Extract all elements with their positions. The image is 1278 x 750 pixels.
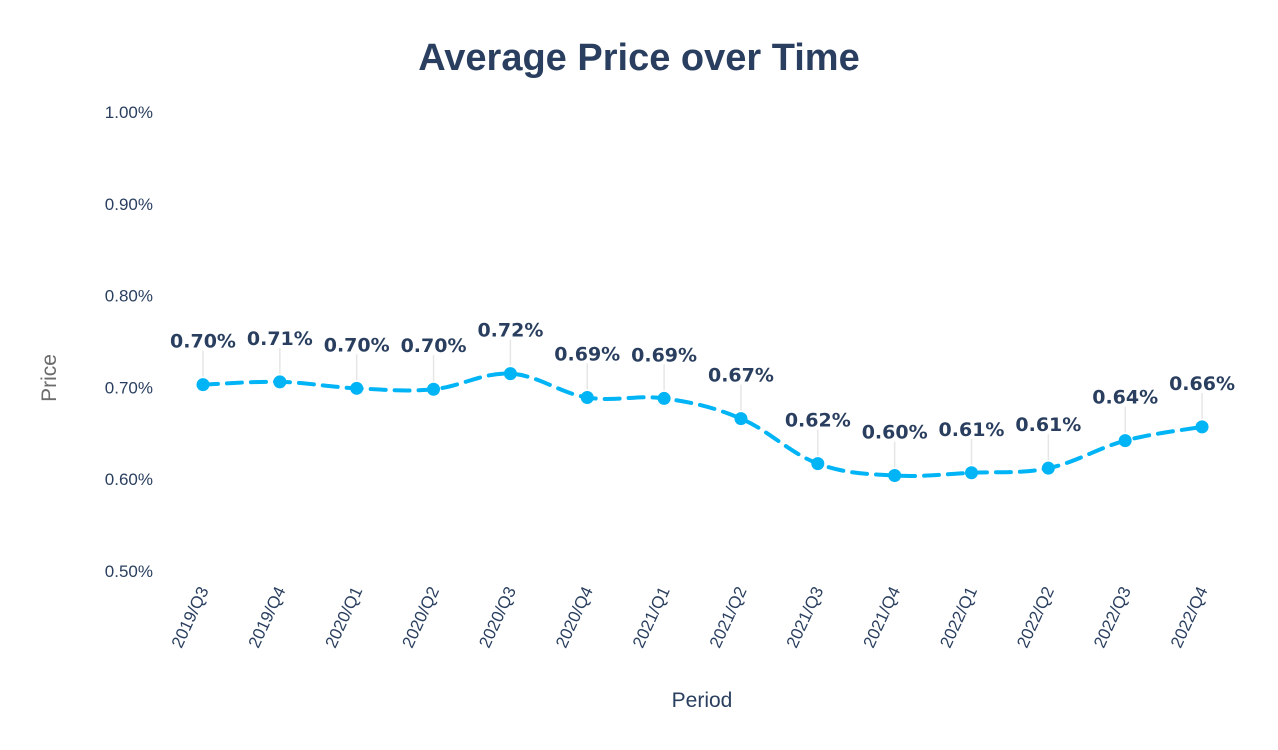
x-tick-label: 2020/Q3: [475, 584, 520, 651]
y-tick-label: 0.50%: [105, 562, 153, 581]
data-label: 0.61%: [1015, 414, 1081, 436]
data-point: [1118, 434, 1132, 448]
data-point: [580, 390, 594, 404]
x-tick-label: 2021/Q3: [783, 584, 828, 651]
data-label: 0.67%: [708, 365, 774, 387]
data-point: [1041, 461, 1055, 475]
data-label: 0.60%: [862, 422, 928, 444]
data-point: [503, 367, 517, 381]
x-tick-label: 2021/Q4: [859, 584, 904, 651]
data-label: 0.69%: [631, 344, 697, 366]
data-label: 0.72%: [477, 320, 543, 342]
data-point: [273, 375, 287, 389]
x-tick-label: 2019/Q3: [168, 584, 213, 651]
data-point: [811, 457, 825, 471]
x-tick-label: 2020/Q1: [322, 584, 367, 651]
label-leader-lines: [202, 339, 1203, 468]
x-tick-label: 2020/Q4: [552, 584, 597, 651]
y-tick-label: 1.00%: [105, 103, 153, 122]
data-points: [196, 367, 1209, 483]
data-point: [965, 466, 978, 480]
data-label: 0.69%: [554, 343, 620, 365]
data-point: [196, 378, 210, 392]
data-label: 0.71%: [247, 328, 313, 350]
data-label: 0.66%: [1169, 373, 1235, 395]
y-axis-title: Price: [38, 354, 61, 402]
chart-title: Average Price over Time: [418, 37, 859, 79]
x-tick-label: 2021/Q2: [706, 584, 751, 651]
data-point: [350, 381, 364, 395]
data-label: 0.64%: [1092, 387, 1158, 409]
data-labels: 0.70% 0.71% 0.70% 0.70% 0.72% 0.69% 0.69% 0.67%…: [170, 320, 1235, 444]
data-point: [427, 382, 441, 396]
y-tick-label: 0.70%: [105, 378, 153, 397]
y-tick-label: 0.60%: [105, 470, 153, 489]
x-tick-label: 2022/Q1: [936, 584, 981, 651]
x-tick-label: 2019/Q4: [245, 584, 290, 651]
data-label: 0.61%: [939, 419, 1005, 441]
data-label: 0.70%: [170, 331, 236, 353]
data-label: 0.70%: [324, 334, 390, 356]
y-tick-label: 0.80%: [105, 287, 153, 306]
data-point: [888, 469, 902, 483]
x-tick-label: 2020/Q2: [398, 584, 443, 651]
x-tick-label: 2022/Q4: [1167, 584, 1212, 651]
data-point: [1195, 420, 1209, 434]
data-label: 0.62%: [785, 410, 851, 432]
data-point: [657, 391, 671, 405]
y-axis-ticks: 0.50% 0.60% 0.70% 0.80% 0.90% 1.00%: [105, 103, 153, 581]
x-axis-title: Period: [672, 689, 733, 712]
x-tick-label: 2022/Q2: [1013, 584, 1058, 651]
data-label: 0.70%: [401, 335, 467, 357]
x-tick-label: 2022/Q3: [1090, 584, 1135, 651]
data-point: [734, 412, 748, 426]
x-axis-ticks: 2019/Q3 2019/Q4 2020/Q1 2020/Q2 2020/Q3 2020/…: [168, 584, 1212, 651]
y-tick-label: 0.90%: [105, 195, 153, 214]
x-tick-label: 2021/Q1: [629, 584, 674, 651]
